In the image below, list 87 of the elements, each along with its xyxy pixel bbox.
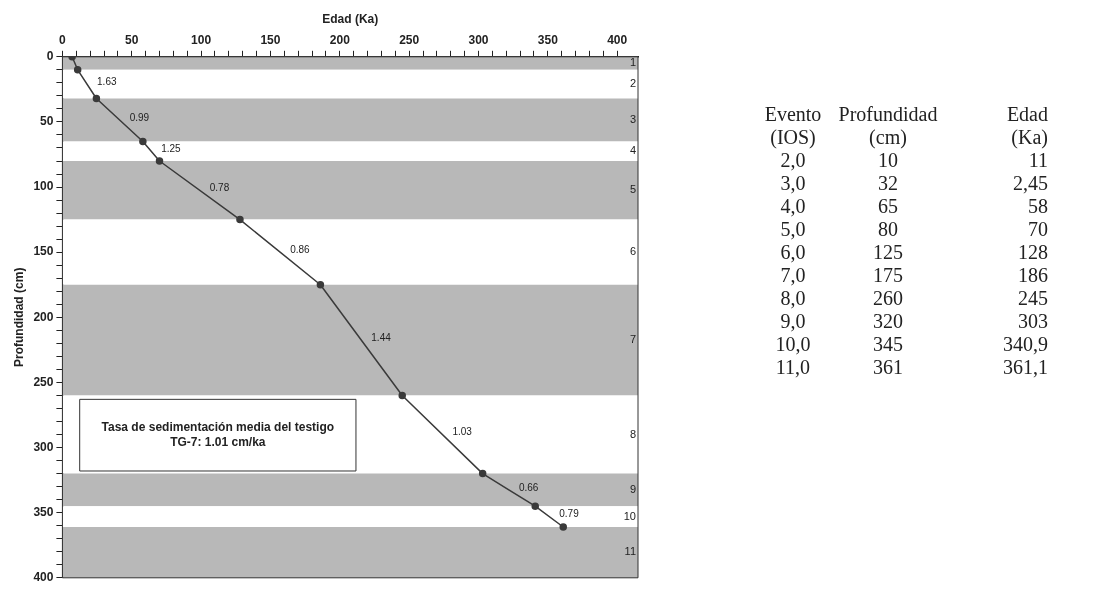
text: 70: [1027, 218, 1048, 241]
text: 128: [1017, 241, 1048, 264]
band-label: 8: [629, 427, 636, 440]
text: 345: [872, 333, 904, 356]
text: 175: [872, 264, 904, 287]
text: 11: [1027, 149, 1048, 172]
text: 2,0: [779, 149, 807, 172]
x-tick-label: 300: [468, 32, 489, 47]
x-tick-label: 50: [125, 32, 139, 47]
x-tick-label: 0: [59, 32, 67, 47]
text: 3,0: [779, 172, 807, 195]
point: [316, 280, 325, 289]
y-tick-label: 0: [46, 49, 54, 64]
text: 4,0: [779, 195, 807, 218]
point: [398, 391, 406, 400]
band-label: 6: [629, 245, 636, 258]
band-label: 10: [623, 509, 636, 522]
text: 340,9: [1002, 333, 1048, 356]
text: (cm): [868, 126, 908, 149]
annotation: 0.78: [209, 182, 230, 194]
text: 80: [877, 218, 899, 241]
annotation: Tasa de sedimentación media del testigo TG-7: 1.01 cm/ka: [101, 419, 335, 449]
annotation: 0.99: [129, 111, 150, 123]
text: 260: [872, 287, 904, 310]
point: [236, 215, 244, 224]
text: 125: [872, 241, 904, 264]
point: [139, 137, 147, 146]
x-tick-label: 150: [260, 32, 281, 47]
point: [73, 66, 82, 74]
band-label: 4: [629, 144, 636, 157]
text: 320: [872, 310, 904, 333]
text: 65: [877, 195, 899, 218]
y-tick-label: 100: [33, 179, 54, 194]
point: [478, 469, 487, 478]
text: Evento: [763, 103, 823, 126]
y-tick-label: 250: [33, 374, 54, 389]
point: [531, 502, 539, 510]
text: 186: [1017, 264, 1048, 287]
y-tick-label: 200: [33, 309, 54, 324]
annotation: 0.66: [518, 481, 539, 493]
text: (Ka): [1010, 126, 1048, 149]
text: Profundidad: [837, 103, 939, 126]
annotation: 1.44: [371, 331, 392, 343]
text: 7,0: [779, 264, 807, 287]
text: 10: [877, 149, 899, 172]
y-tick-label: 300: [33, 439, 54, 454]
y-tick-label: 400: [33, 570, 54, 585]
point: [155, 157, 164, 165]
x-tick-label: 350: [537, 32, 559, 47]
text: 245: [1017, 287, 1048, 310]
band-label: 9: [629, 482, 636, 495]
point: [92, 94, 101, 103]
x-tick-label: 200: [329, 32, 351, 47]
text: 361,1: [1002, 356, 1048, 379]
text: 32: [877, 172, 899, 195]
x-axis-title: Edad (Ka): [322, 11, 379, 26]
annotation: 0.79: [559, 508, 580, 520]
text: 11,0: [774, 356, 812, 379]
x-tick-label: 400: [607, 32, 628, 47]
text: 361: [872, 356, 904, 379]
band-label: 7: [629, 333, 636, 346]
y-tick-label: 150: [33, 244, 54, 259]
text: 303: [1017, 310, 1048, 333]
y-axis-title: Profundidad (cm): [11, 267, 26, 367]
text: Edad: [1005, 103, 1048, 126]
y-tick-label: 350: [33, 504, 54, 519]
text: 58: [1027, 195, 1048, 218]
text: 9,0: [779, 310, 807, 333]
text: 6,0: [779, 241, 807, 264]
x-tick-label: 100: [191, 32, 212, 47]
band-label: 5: [629, 183, 636, 196]
annotation: 1.63: [97, 75, 117, 87]
x-tick-label: 250: [399, 32, 420, 47]
band-label: 11: [624, 545, 636, 558]
annotation: 1.25: [161, 142, 182, 154]
text: 8,0: [779, 287, 807, 310]
band-label: 2: [629, 77, 636, 90]
text: 2,45: [1012, 172, 1048, 195]
annotation: 0.86: [290, 243, 311, 255]
annotation: 1.03: [452, 426, 473, 438]
text: (IOS): [769, 126, 817, 149]
point: [559, 523, 567, 531]
band-label: 3: [629, 113, 636, 125]
text: 5,0: [779, 218, 807, 241]
y-tick-label: 50: [40, 114, 54, 129]
band-label: 1: [629, 56, 636, 69]
text: 10,0: [774, 333, 812, 356]
